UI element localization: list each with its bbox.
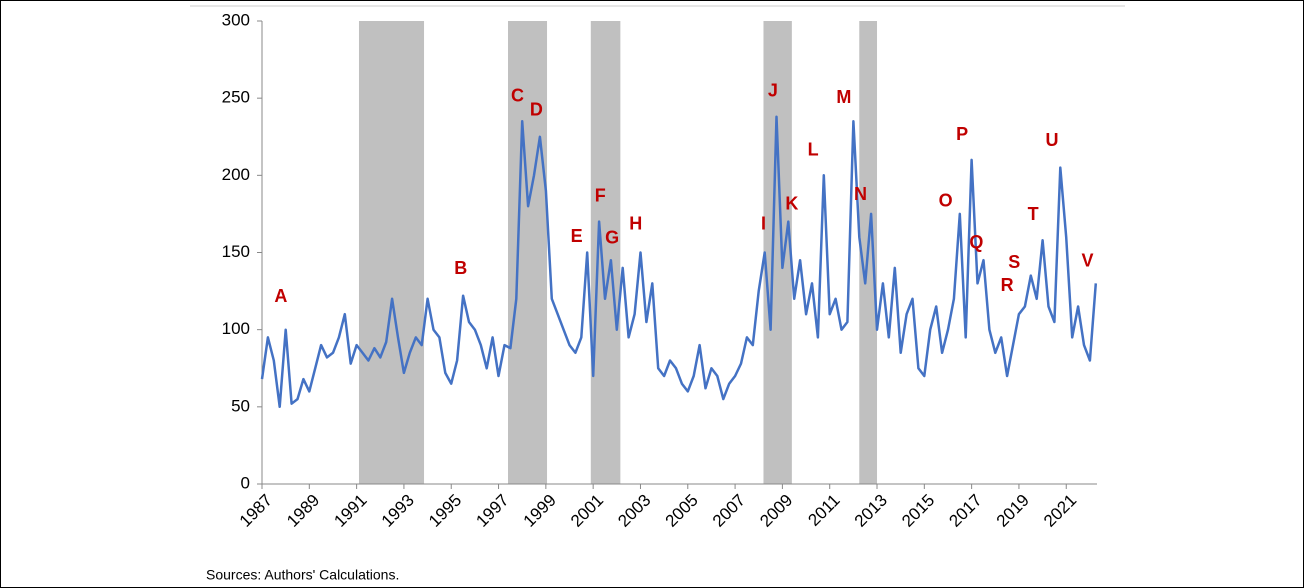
annotation: R xyxy=(1001,275,1014,295)
annotation: V xyxy=(1082,251,1094,271)
y-tick-label: 0 xyxy=(241,473,250,492)
annotation: C xyxy=(511,85,524,105)
recession-band xyxy=(763,21,792,484)
recession-band xyxy=(508,21,548,484)
annotation: T xyxy=(1028,204,1039,224)
annotation: K xyxy=(785,193,798,213)
annotation: B xyxy=(454,258,467,278)
annotation: U xyxy=(1046,130,1059,150)
x-tick-label: 1999 xyxy=(520,491,560,531)
x-tick-label: 2013 xyxy=(851,491,891,531)
annotation: N xyxy=(854,184,867,204)
annotation: D xyxy=(530,99,543,119)
y-tick-label: 200 xyxy=(222,165,250,184)
annotation: I xyxy=(761,213,766,233)
y-tick-label: 300 xyxy=(222,10,250,29)
x-tick-label: 1993 xyxy=(378,491,418,531)
x-tick-label: 2021 xyxy=(1040,491,1080,531)
y-tick-label: 250 xyxy=(222,88,250,107)
x-tick-label: 2001 xyxy=(567,491,607,531)
annotation: Q xyxy=(969,232,983,252)
annotation: M xyxy=(836,87,851,107)
source: Sources: Authors' Calculations. xyxy=(206,567,399,583)
annotation: J xyxy=(768,81,778,101)
annotation: G xyxy=(605,227,619,247)
annotation: O xyxy=(939,190,953,210)
x-tick-label: 2017 xyxy=(945,491,985,531)
y-tick-label: 100 xyxy=(222,319,250,338)
y-tick-label: 50 xyxy=(231,396,250,415)
annotation: A xyxy=(274,286,287,306)
annotation: P xyxy=(956,124,968,144)
annotation: E xyxy=(571,226,583,246)
x-tick-label: 1997 xyxy=(472,491,512,531)
x-tick-label: 1989 xyxy=(283,491,323,531)
x-tick-label: 2011 xyxy=(804,491,843,530)
x-tick-label: 2003 xyxy=(614,491,654,531)
data-line xyxy=(260,115,1098,409)
annotation: L xyxy=(808,139,819,159)
x-tick-label: 1991 xyxy=(330,491,370,531)
annotation: F xyxy=(595,186,606,206)
recession-band xyxy=(358,21,425,484)
x-tick-label: 2009 xyxy=(756,491,796,531)
y-tick-label: 150 xyxy=(222,242,250,261)
x-tick-label: 1987 xyxy=(236,491,276,531)
x-tick-label: 1995 xyxy=(425,491,465,531)
x-tick-label: 2007 xyxy=(709,491,749,531)
annotation: H xyxy=(629,213,642,233)
x-tick-label: 2005 xyxy=(662,491,702,531)
recession-band xyxy=(590,21,621,484)
x-tick-label: 2019 xyxy=(993,491,1033,531)
x-tick-label: 2015 xyxy=(898,491,938,531)
annotation: S xyxy=(1008,252,1020,272)
